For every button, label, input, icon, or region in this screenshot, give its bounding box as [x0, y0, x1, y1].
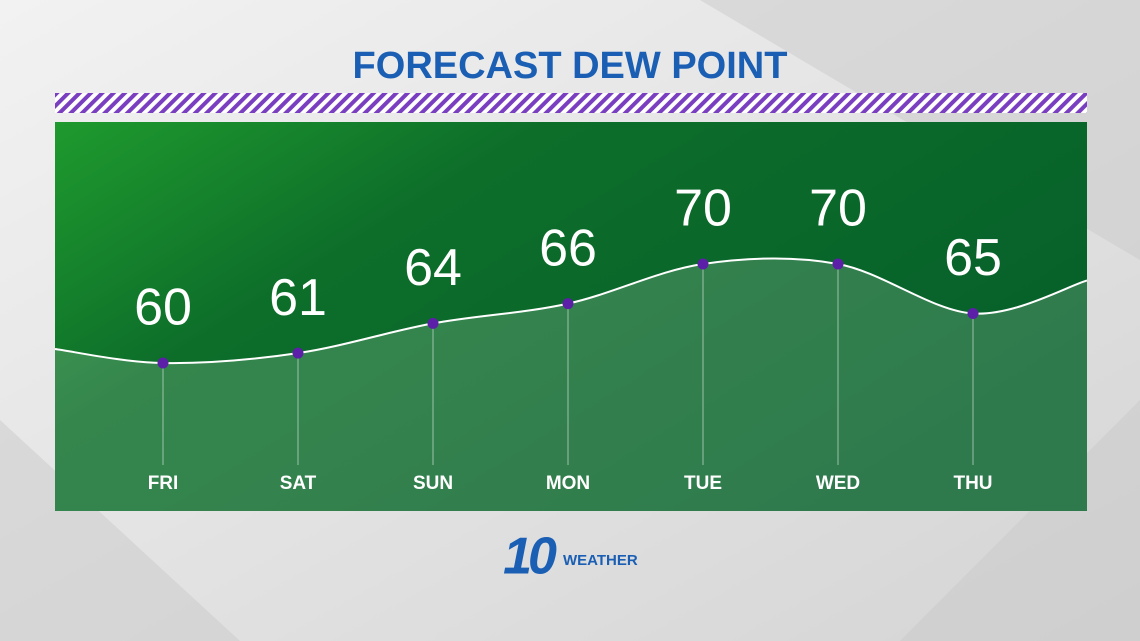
point — [292, 347, 304, 359]
point — [157, 357, 169, 369]
x-tick-label: THU — [953, 473, 992, 494]
value-label: 70 — [809, 180, 867, 238]
point — [967, 308, 979, 319]
area — [55, 258, 1087, 511]
x-tick-label: SAT — [280, 473, 317, 494]
value-label: 60 — [134, 279, 192, 337]
x-tick-label: TUE — [684, 473, 722, 494]
x-tick-label: FRI — [148, 473, 179, 494]
x-tick-label: SUN — [413, 473, 453, 494]
value-label: 65 — [944, 229, 1002, 287]
point — [697, 258, 709, 270]
chart-title: FORECAST DEW POINT — [353, 45, 788, 87]
logo: 10 WEATHER — [503, 528, 638, 586]
value-label: 66 — [539, 219, 597, 277]
x-tick-label: MON — [546, 473, 590, 494]
hatch-strip — [55, 93, 1087, 113]
panel — [55, 122, 1087, 511]
value-label: 70 — [674, 180, 732, 238]
point — [562, 298, 574, 310]
line-edge — [55, 348, 164, 364]
line-edge — [972, 279, 1087, 315]
logo-text: WEATHER — [563, 552, 638, 569]
point — [427, 317, 439, 329]
value-label: 64 — [404, 239, 462, 297]
logo-number: 10 — [503, 528, 557, 586]
x-tick-label: WED — [816, 473, 860, 494]
value-label: 61 — [269, 269, 327, 327]
point — [832, 258, 844, 270]
